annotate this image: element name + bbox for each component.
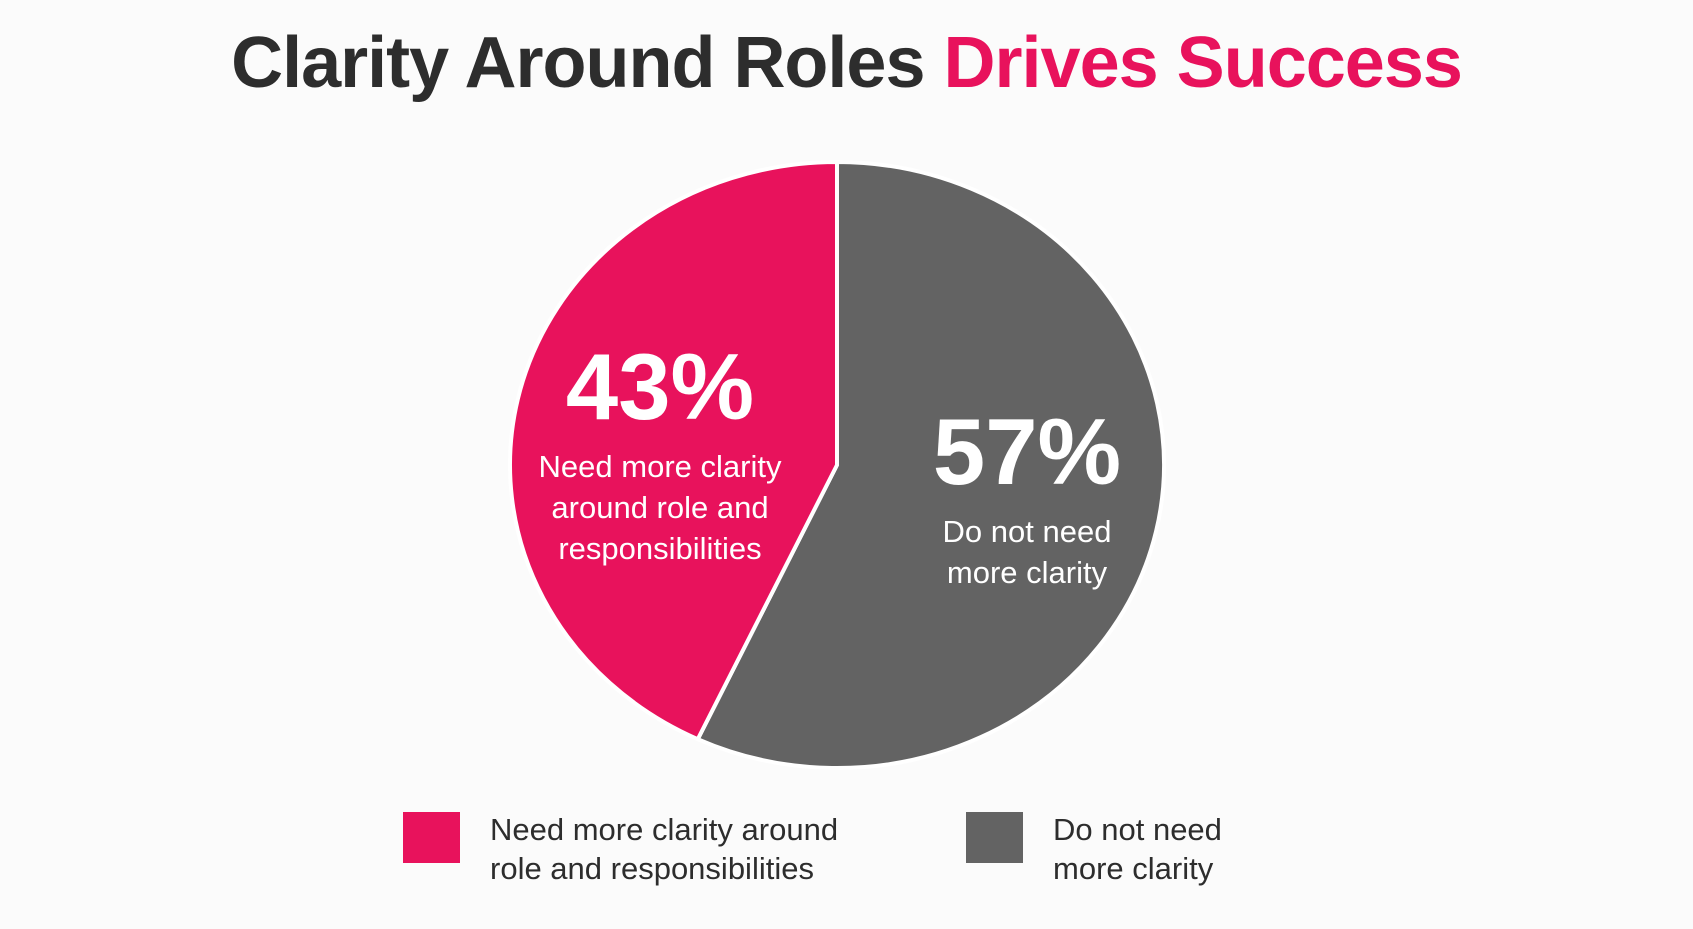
chart-title-main: Clarity Around Roles [231,23,925,103]
slice-value-no-clarity: 57% [932,399,1122,504]
slice-value-need-clarity: 43% [565,334,755,439]
slice-text-need-clarity: Need more clarity around role and respon… [538,449,782,566]
slice-label-need-clarity: 43% Need more clarity around role and re… [510,340,810,569]
pie-slice-need-clarity [508,160,839,742]
legend-item-need-clarity: Need more clarity around role and respon… [403,810,838,888]
legend-item-no-clarity: Do not need more clarity [966,810,1222,888]
chart-title-accent: Drives Success [943,23,1463,103]
chart-title: Clarity Around Roles Drives Success [0,22,1693,104]
pie-slice-no-clarity [695,160,1166,770]
legend-text-no-clarity: Do not need more clarity [1053,812,1222,886]
slice-label-no-clarity: 57% Do not need more clarity [897,405,1157,593]
legend-swatch-no-clarity [966,812,1023,863]
legend-text-need-clarity: Need more clarity around role and respon… [490,812,839,886]
legend-swatch-need-clarity [403,812,460,863]
slice-text-no-clarity: Do not need more clarity [942,514,1112,590]
